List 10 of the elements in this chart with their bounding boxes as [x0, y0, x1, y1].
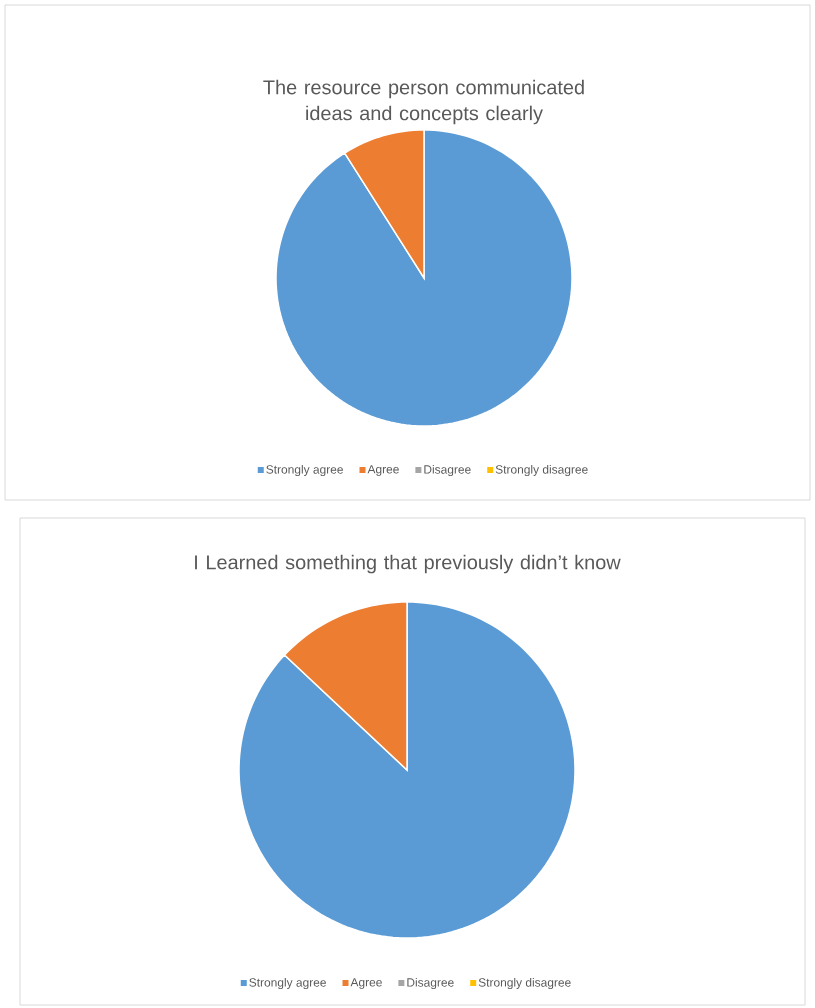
- legend-label: Strongly disagree: [478, 977, 571, 990]
- legend-label: Strongly agree: [249, 977, 326, 990]
- legend-label: Agree: [367, 465, 399, 476]
- legend-label: Strongly disagree: [495, 464, 588, 477]
- chart-title: I Learned something that previously didn’t know: [195, 554, 621, 574]
- legend-label: Strongly agree: [266, 464, 343, 477]
- legend-label: Disagree: [424, 464, 471, 477]
- legend-label: Agree: [350, 978, 382, 989]
- legend-label: Disagree: [407, 977, 454, 990]
- chart-title: The resource person communicated ideas and concepts clearly: [263, 79, 584, 125]
